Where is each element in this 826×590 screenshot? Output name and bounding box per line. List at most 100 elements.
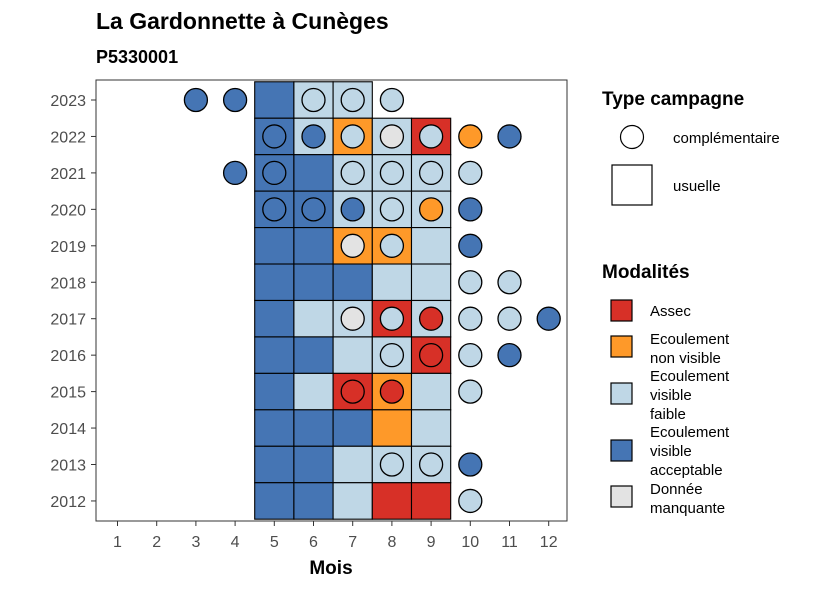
y-tick-label: 2013 — [50, 458, 86, 475]
point-2023-3 — [183, 87, 209, 113]
tile-2014-6 — [293, 409, 334, 447]
tile-2012-5 — [254, 482, 295, 520]
tile-2015-5 — [254, 372, 295, 411]
point-2017-12 — [536, 306, 561, 331]
y-tick-label: 2023 — [50, 93, 86, 110]
point-2019-10 — [458, 233, 483, 258]
y-tick-label: 2019 — [50, 239, 86, 256]
x-tick-label: 2 — [152, 534, 161, 551]
point-2013-10 — [458, 452, 483, 477]
tile-2018-5 — [254, 263, 295, 302]
point-2016-11 — [497, 342, 522, 368]
tile-2018-6 — [293, 263, 334, 302]
x-tick-label: 10 — [461, 534, 479, 551]
point-2012-10 — [458, 488, 483, 514]
y-tick-label: 2017 — [50, 312, 86, 329]
legend-circle-icon — [619, 124, 645, 150]
tile-2016-5 — [254, 336, 295, 374]
tile-2017-5 — [254, 299, 295, 338]
point-2015-7 — [340, 379, 365, 404]
point-2015-8 — [379, 379, 405, 404]
point-2017-11 — [497, 306, 522, 331]
point-2022-7 — [340, 124, 365, 149]
point-2019-8 — [379, 233, 405, 258]
x-tick-label: 12 — [540, 534, 558, 551]
point-2020-7 — [340, 197, 365, 222]
tile-2012-6 — [293, 482, 334, 520]
y-tick-label: 2022 — [50, 129, 86, 146]
tile-2012-8 — [371, 482, 413, 520]
point-2016-9 — [418, 342, 444, 368]
chart-title: La Gardonnette à Cunèges — [96, 8, 389, 34]
y-tick-label: 2021 — [50, 166, 86, 183]
point-2023-6 — [301, 87, 326, 113]
tile-2013-7 — [332, 445, 373, 484]
tile-2015-6 — [293, 372, 334, 411]
y-tick-label: 2015 — [50, 385, 86, 402]
x-tick-label: 9 — [427, 534, 436, 551]
point-2016-8 — [379, 342, 405, 368]
y-tick-label: 2018 — [50, 275, 86, 292]
point-2022-5 — [262, 124, 287, 149]
tile-2013-5 — [254, 445, 295, 484]
x-tick-label: 8 — [387, 534, 396, 551]
tile-2012-7 — [332, 482, 373, 520]
tile-2018-9 — [410, 263, 452, 302]
legend-label-ecnv: Ecoulement non visible — [650, 331, 730, 367]
tile-2019-9 — [410, 227, 452, 265]
point-2017-9 — [418, 306, 444, 331]
usuelle-tiles — [254, 81, 452, 520]
x-axis: 1 2 3 4 5 6 7 8 9 10 11 12 — [113, 521, 558, 551]
point-2022-10 — [458, 124, 483, 149]
point-2020-9 — [418, 197, 444, 222]
point-2021-5 — [262, 160, 287, 186]
point-2017-7 — [340, 306, 365, 331]
point-2022-11 — [497, 124, 522, 149]
point-2023-8 — [379, 87, 405, 113]
point-2018-11 — [497, 270, 522, 295]
legend-label-ecva: Ecoulement visible acceptable — [650, 424, 730, 479]
x-tick-label: 7 — [348, 534, 357, 551]
tile-2019-6 — [293, 227, 334, 265]
point-2022-9 — [418, 124, 444, 149]
y-tick-label: 2016 — [50, 348, 86, 365]
x-tick-label: 3 — [191, 534, 200, 551]
tile-2013-6 — [293, 445, 334, 484]
tile-2012-9 — [410, 482, 452, 520]
x-tick-label: 4 — [231, 534, 240, 551]
tile-2016-6 — [293, 336, 334, 374]
point-2020-10 — [458, 197, 483, 222]
point-2021-8 — [379, 160, 405, 186]
legend-type-campagne: Type campagne complémentaire usuelle — [602, 89, 780, 206]
tile-2014-8 — [371, 409, 413, 447]
point-2013-9 — [418, 452, 444, 477]
legend-label-ecvf: Ecoulement visible faible — [650, 368, 730, 423]
point-2019-7 — [340, 233, 365, 258]
legend-square-icon — [611, 164, 653, 206]
x-tick-label: 5 — [270, 534, 279, 551]
point-2016-10 — [458, 342, 483, 368]
tile-2014-7 — [332, 409, 373, 447]
point-2020-6 — [301, 197, 326, 222]
legend-type-title: Type campagne — [602, 89, 744, 110]
point-2021-7 — [340, 160, 365, 186]
point-2023-4 — [222, 87, 248, 113]
point-2022-6 — [301, 124, 326, 149]
legend-type-usuelle: usuelle — [673, 178, 721, 195]
plot-area: 1 2 3 4 5 6 7 8 9 10 11 12 201220132014201520162017… — [50, 79, 568, 551]
y-tick-label: 2014 — [50, 421, 86, 438]
x-axis-title: Mois — [309, 558, 352, 579]
legend-type-complementaire: complémentaire — [673, 130, 780, 147]
chart-subtitle: P5330001 — [96, 47, 178, 67]
legend-key-dm — [610, 485, 633, 508]
y-tick-label: 2012 — [50, 494, 86, 511]
complementaire-points — [183, 87, 561, 514]
point-2018-10 — [458, 270, 483, 295]
x-tick-label: 1 — [113, 534, 122, 551]
point-2021-10 — [458, 160, 483, 186]
point-2017-10 — [458, 306, 483, 331]
y-axis: 2012 2013 2014 2015 2016 2017 2018 2019 2020 2021… — [50, 93, 96, 511]
tile-2015-9 — [410, 372, 452, 411]
